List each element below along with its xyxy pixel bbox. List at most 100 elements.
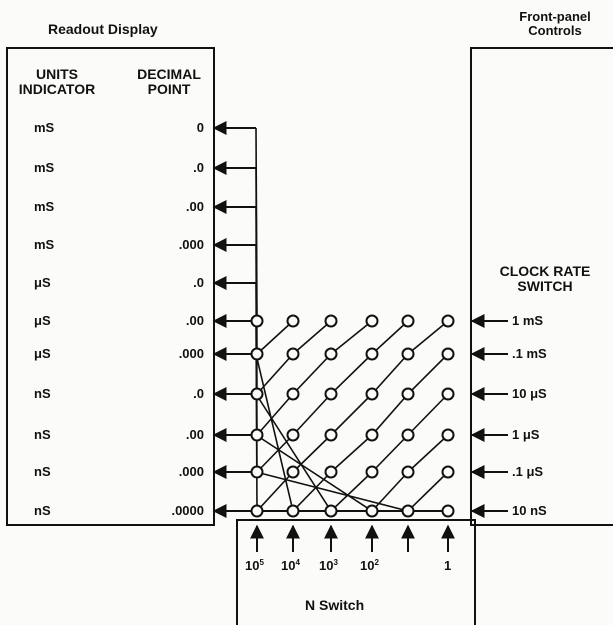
decimal-header-line-1: DECIMAL — [137, 66, 201, 82]
n-switch-base-1: 10 — [245, 558, 260, 573]
decimal-point-4: .000 — [178, 237, 204, 252]
wire-segment-5-4 — [371, 320, 409, 355]
wire-segment-8-2 — [371, 434, 409, 473]
units-indicator-8: nS — [34, 386, 51, 401]
wire-segment-7-2 — [330, 434, 373, 473]
switch-node-c6-r9 — [441, 428, 455, 442]
switch-node-c4-r7 — [365, 347, 379, 361]
switch-node-c3-r11 — [324, 504, 338, 518]
wire-segment-5-2 — [292, 393, 332, 436]
clock-rate-label-3: 10 μS — [512, 386, 547, 401]
n-switch-exponent-2: 4 — [295, 558, 300, 567]
n-switch-label-1: 105 — [245, 558, 264, 573]
units-indicator-2: mS — [34, 160, 55, 175]
units-indicator-11: nS — [34, 503, 51, 518]
switch-node-c2-r6 — [286, 314, 300, 328]
switch-node-c1-r10 — [250, 465, 264, 479]
switch-node-c3-r9 — [324, 428, 338, 442]
decimal-point-11: .0000 — [171, 503, 204, 518]
wire-segment-6-1 — [256, 471, 294, 512]
switch-node-c5-r7 — [401, 347, 415, 361]
wire-segment-3-2 — [292, 320, 332, 355]
clock-rate-label-2: .1 mS — [512, 346, 547, 361]
clock-rate-label-5: .1 μS — [512, 464, 544, 479]
switch-node-c2-r9 — [286, 428, 300, 442]
wire-segment-9-2 — [407, 434, 449, 473]
n-switch-title: N Switch — [305, 597, 365, 613]
front-panel-box — [470, 47, 613, 526]
switch-node-c3-r10 — [324, 465, 338, 479]
decimal-point-8: .0 — [193, 386, 204, 401]
wire-segment-5-1 — [256, 434, 294, 473]
decimal-point-3: .00 — [185, 199, 204, 214]
decimal-point-7: .000 — [178, 346, 204, 361]
wire-diagonal-7 — [255, 353, 294, 512]
decimal-point-6: .00 — [185, 313, 204, 328]
front-panel-line-2: Controls — [528, 23, 582, 39]
wire-segment-2-1 — [256, 320, 294, 355]
switch-node-c6-r10 — [441, 465, 455, 479]
units-indicator-header: UNITS INDICATOR — [12, 66, 102, 98]
decimal-point-header: DECIMAL POINT — [126, 66, 212, 98]
n-switch-box — [236, 519, 476, 625]
switch-node-c5-r9 — [401, 428, 415, 442]
n-switch-base-2: 10 — [281, 558, 296, 573]
n-switch-exponent-1: 5 — [259, 558, 264, 567]
wire-segment-9-1 — [371, 471, 409, 512]
n-switch-exponent-3: 3 — [333, 558, 338, 567]
wire-segment-10-1 — [407, 471, 449, 512]
switch-node-c6-r6 — [441, 314, 455, 328]
units-header-line-2: INDICATOR — [18, 81, 96, 98]
n-switch-exponent-4: 2 — [374, 558, 379, 567]
decimal-point-5: .0 — [193, 275, 204, 290]
switch-node-c3-r7 — [324, 347, 338, 361]
units-indicator-3: mS — [34, 199, 55, 214]
wire-segment-8-1 — [330, 471, 373, 512]
switch-node-c2-r8 — [286, 387, 300, 401]
switch-node-c6-r8 — [441, 387, 455, 401]
switch-node-c1-r11 — [250, 504, 264, 518]
n-switch-label-6: 1 — [444, 559, 451, 572]
front-panel-controls-title: Front-panel Controls — [505, 9, 605, 39]
n-switch-label-2: 104 — [281, 558, 300, 573]
front-panel-line-1: Front-panel — [519, 9, 591, 24]
n-switch-base-4: 10 — [360, 558, 375, 573]
switch-node-c3-r6 — [324, 314, 338, 328]
readout-display-title: Readout Display — [48, 21, 158, 37]
decimal-point-2: .0 — [193, 160, 204, 175]
units-indicator-4: mS — [34, 237, 55, 252]
switch-node-c4-r6 — [365, 314, 379, 328]
wire-segment-3-1 — [256, 353, 294, 395]
units-header-line-1: UNITS — [36, 66, 78, 82]
switch-node-c2-r7 — [286, 347, 300, 361]
wire-segment-6-4 — [371, 353, 409, 395]
switch-node-c1-r9 — [250, 428, 264, 442]
units-indicator-9: nS — [34, 427, 51, 442]
decimal-point-10: .000 — [178, 464, 204, 479]
clock-rate-label-6: 10 nS — [512, 503, 547, 518]
units-indicator-10: nS — [34, 464, 51, 479]
clock-rate-switch-header: CLOCK RATE SWITCH — [490, 263, 600, 295]
units-indicator-5: μS — [34, 275, 51, 290]
wire-segment-7-1 — [292, 471, 332, 512]
wire-diagonal-8 — [255, 393, 332, 512]
switch-node-c5-r8 — [401, 387, 415, 401]
switch-node-c6-r7 — [441, 347, 455, 361]
n-switch-base-3: 10 — [319, 558, 334, 573]
wire-segment-7-4 — [407, 353, 449, 395]
decimal-point-9: .00 — [185, 427, 204, 442]
units-indicator-7: μS — [34, 346, 51, 361]
switch-node-c4-r8 — [365, 387, 379, 401]
switch-node-c3-r8 — [324, 387, 338, 401]
wire-segment-4-1 — [256, 393, 294, 436]
switch-node-c2-r11 — [286, 504, 300, 518]
switch-node-c1-r6 — [250, 314, 264, 328]
clock-rate-label-1: 1 mS — [512, 313, 544, 328]
clock-rate-header-line-2: SWITCH — [517, 278, 573, 295]
wire-segment-5-3 — [330, 353, 373, 395]
wire-diagonal-9 — [255, 434, 373, 512]
clock-rate-header-line-1: CLOCK RATE — [499, 263, 591, 279]
wire-segment-7-3 — [371, 393, 409, 436]
units-indicator-6: μS — [34, 313, 51, 328]
